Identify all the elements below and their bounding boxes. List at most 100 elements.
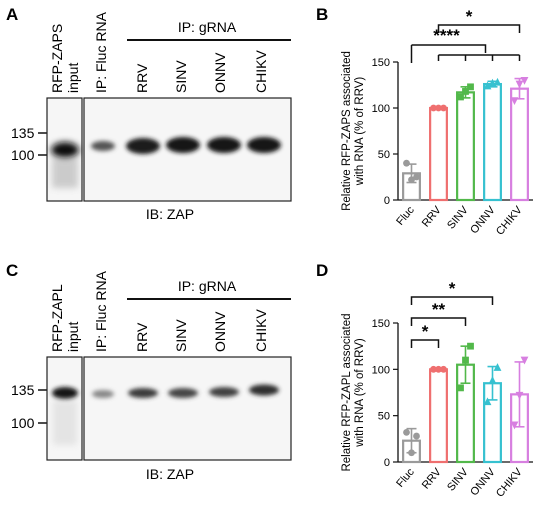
- panel-c-band-onnv: [209, 387, 239, 397]
- panel-c-letter: C: [6, 261, 18, 280]
- panel-c-marker-135: 135: [11, 382, 35, 398]
- chart-b-bar-onnv: [483, 82, 502, 202]
- chart-b-point-sinv: [462, 88, 469, 95]
- panel-c-input-label-bottom: input: [65, 322, 81, 352]
- panel-a-fluc-label: IP: Fluc RNA: [93, 11, 109, 93]
- chart-b-x-tick-label-fluc: Fluc: [394, 204, 417, 228]
- panel-a-letter: A: [6, 5, 18, 24]
- panel-c-input-band: [52, 387, 78, 399]
- chart-d-y-tick-label: 50: [378, 411, 390, 423]
- chart-d-sig-label-2: **: [432, 300, 446, 319]
- panel-a-marker-135: 135: [11, 125, 35, 141]
- chart-d-y-label-line2: with RNA (% of RRV): [354, 338, 366, 448]
- panel-c-lane-label-2: SINV: [173, 319, 189, 352]
- chart-d-x-tick-label-sinv: SINV: [445, 466, 471, 494]
- chart-b-point-onnv: [483, 81, 492, 90]
- panel-a-lane-label-1: RRV: [134, 63, 150, 93]
- panel-a-band-sinv: [166, 137, 200, 153]
- chart-b-x-tick-label-rrv: RRV: [420, 204, 444, 230]
- panel-c-input-smear: [53, 400, 77, 445]
- chart-b-sig-label-2: ****: [433, 26, 460, 45]
- panel-c-lane-label-3: ONNV: [212, 311, 228, 352]
- chart-d-point-onnv: [493, 363, 502, 371]
- chart-b-x-tick-label-onnv: ONNV: [468, 204, 498, 237]
- chart-d-sig-bracket-1: [410, 296, 494, 305]
- chart-b-point-fluc: [413, 173, 420, 181]
- chart-d-point-sinv: [467, 342, 474, 350]
- chart-b-point-rrv: [440, 104, 447, 112]
- panel-a-lane-label-4: CHIKV: [253, 50, 269, 93]
- chart-d-y-tick-label: 100: [372, 364, 390, 376]
- panel-a-band-fluc: [91, 141, 115, 151]
- panel-a-ib-label: IB: ZAP: [146, 206, 194, 222]
- panel-a-input-label-bottom: input: [65, 63, 81, 93]
- panel-a-input-band: [51, 142, 79, 158]
- panel-c-lane-label-4: CHIKV: [253, 309, 269, 352]
- chart-b-sig-bracket-1: [437, 24, 521, 33]
- chart-b-point-chikv: [520, 77, 529, 85]
- chart-d-point-chikv: [515, 391, 524, 400]
- chart-d-point-onnv: [483, 397, 492, 406]
- panel-c: C RFP-ZAPL input IP: Fluc RNA IP: gRNA R…: [6, 261, 292, 482]
- chart-d-point-sinv: [462, 356, 469, 364]
- panel-c-ip-blot: [83, 356, 292, 461]
- chart-b-x-tick-label-chikv: CHIKV: [494, 204, 525, 238]
- chart-d-point-chikv: [520, 356, 529, 365]
- chart-d-sig-label-1: *: [449, 279, 456, 298]
- panel-c-ib-label: IB: ZAP: [146, 466, 194, 482]
- chart-b-sig-bracket-2-top: [411, 44, 487, 53]
- chart-b: 0 50 100 150 Relative RFP-ZAPS associated wit…: [341, 7, 533, 238]
- chart-d-bar-rrv: [429, 368, 448, 464]
- panel-c-band-chikv: [249, 384, 279, 396]
- chart-d-x-tick-label-onnv: ONNV: [468, 466, 498, 499]
- chart-d-x-tick-label-rrv: RRV: [420, 466, 444, 492]
- chart-d-point-chikv: [510, 421, 519, 430]
- chart-d-y-tick-label: 0: [384, 457, 390, 469]
- chart-b-bar-sinv: [456, 91, 475, 202]
- panel-a-ip-header: IP: gRNA: [178, 19, 237, 35]
- chart-b-y-label-line2: with RNA (% of RRV): [354, 77, 366, 187]
- chart-d-point-fluc: [408, 449, 415, 457]
- chart-d-point-fluc: [403, 428, 410, 436]
- panel-a-lane-label-2: SINV: [173, 60, 189, 93]
- panel-c-fluc-label: IP: Fluc RNA: [93, 270, 109, 352]
- chart-b-point-rrv: [435, 104, 442, 112]
- chart-d-point-onnv: [488, 376, 497, 384]
- chart-b-point-fluc: [403, 159, 410, 167]
- chart-b-y-tick-label: 100: [372, 103, 390, 115]
- chart-b-point-chikv: [510, 97, 519, 106]
- chart-d-point-rrv: [435, 365, 442, 373]
- chart-d-point-rrv: [430, 365, 437, 373]
- panel-d-letter: D: [316, 261, 328, 280]
- chart-d-sig-label-3: *: [422, 322, 429, 341]
- panel-c-band-sinv: [168, 388, 198, 398]
- chart-b-y-label-line1: Relative RFP-ZAPS associated: [341, 51, 353, 211]
- chart-b-point-onnv: [493, 77, 502, 86]
- chart-b-point-rrv: [430, 104, 437, 112]
- panel-c-band-rrv: [128, 388, 158, 398]
- chart-b-point-sinv: [457, 93, 464, 101]
- chart-b-x-tick-label-sinv: SINV: [445, 204, 471, 232]
- chart-d-x-tick-label-chikv: CHIKV: [494, 466, 525, 500]
- panel-a-band-rrv: [126, 138, 160, 154]
- panel-a-marker-100-label: 100: [11, 147, 35, 163]
- panel-a: A RFP-ZAPS input IP: Fluc RNA IP: gRNA R…: [6, 5, 292, 222]
- panel-c-band-fluc: [92, 390, 114, 398]
- panel-a-band-onnv: [207, 137, 241, 153]
- chart-b-point-sinv: [467, 83, 474, 91]
- panel-c-input-label-top: RFP-ZAPL: [49, 284, 65, 352]
- panel-a-band-chikv: [247, 137, 281, 153]
- chart-d-x-tick-label-fluc: Fluc: [394, 466, 417, 490]
- panel-a-input-smear: [52, 158, 78, 188]
- chart-b-bar-rrv: [429, 106, 448, 202]
- chart-b-y-tick-label: 150: [372, 57, 390, 69]
- chart-d-point-rrv: [440, 365, 447, 373]
- panel-a-lane-label-3: ONNV: [212, 52, 228, 93]
- panel-c-ip-header: IP: gRNA: [178, 278, 237, 294]
- chart-b-bar-chikv: [510, 87, 529, 202]
- panel-a-input-label-top: RFP-ZAPS: [49, 24, 65, 93]
- chart-d-point-sinv: [457, 384, 464, 392]
- chart-d-sig-bracket-3: [410, 339, 440, 348]
- chart-b-y-tick-label: 50: [378, 149, 390, 161]
